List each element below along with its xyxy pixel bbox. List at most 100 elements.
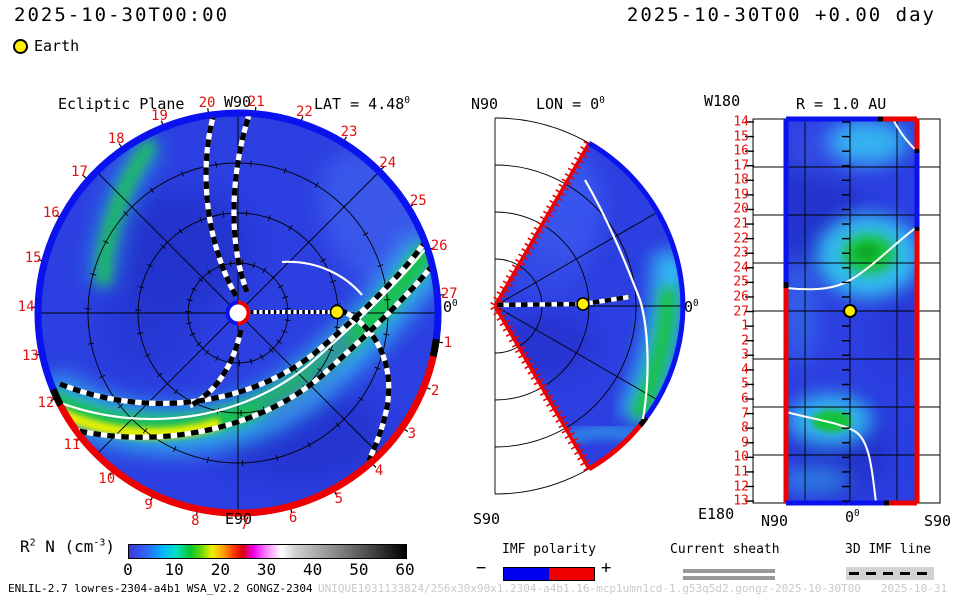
ecliptic-date-label: 11 bbox=[63, 436, 81, 453]
sun-marker bbox=[225, 300, 251, 326]
radial-zero-label: 00 bbox=[845, 508, 860, 526]
ecliptic-date-label: 21 bbox=[247, 93, 265, 110]
radial-density-features bbox=[786, 120, 917, 494]
radial-title: R = 1.0 AU bbox=[796, 95, 887, 113]
meridional-lon-label: LON = 00 bbox=[536, 95, 605, 113]
colorbar-tick-label: 0 bbox=[123, 560, 133, 579]
ecliptic-w90-label: W90 bbox=[224, 93, 252, 111]
colorbar-tick-label: 30 bbox=[256, 560, 277, 579]
ecliptic-date-label: 10 bbox=[98, 471, 116, 488]
radial-date-label: 7 bbox=[741, 406, 749, 422]
ecliptic-date-label: 5 bbox=[334, 491, 344, 508]
ecliptic-date-label: 9 bbox=[144, 497, 153, 514]
ecliptic-date-label: 16 bbox=[42, 204, 60, 221]
earth-legend-label: Earth bbox=[34, 37, 80, 55]
radial-date-label: 9 bbox=[741, 435, 749, 451]
meridional-s90-label: S90 bbox=[473, 510, 501, 528]
current-sheet-lines bbox=[47, 234, 435, 421]
imf-field-lines bbox=[59, 116, 435, 462]
radial-date-label: 8 bbox=[741, 420, 749, 436]
radial-date-label: 16 bbox=[733, 143, 749, 159]
current-sheath-swatch bbox=[683, 576, 775, 580]
ecliptic-date-label: 8 bbox=[191, 512, 200, 529]
meridional-panel-graphics bbox=[490, 117, 686, 495]
ecliptic-date-label: 2 bbox=[430, 383, 440, 400]
radial-date-label: 13 bbox=[733, 493, 749, 509]
earth-marker-meridional bbox=[576, 297, 590, 311]
ecliptic-rim-positive bbox=[53, 347, 439, 517]
inner-boundary-hatched bbox=[490, 140, 594, 472]
earth-marker-ecliptic bbox=[329, 304, 345, 320]
earth-marker-radial bbox=[843, 304, 857, 318]
radial-date-label: 24 bbox=[733, 260, 749, 276]
earth-legend-icon bbox=[13, 39, 28, 54]
imf-polarity-swatch bbox=[503, 567, 595, 581]
radial-date-label: 27 bbox=[733, 304, 749, 320]
radial-date-label: 20 bbox=[733, 201, 749, 217]
imf-line-swatch bbox=[846, 567, 934, 580]
ecliptic-date-label: 3 bbox=[407, 426, 417, 443]
ecliptic-date-label: 26 bbox=[430, 238, 448, 255]
radial-date-label: 11 bbox=[733, 464, 749, 480]
colorbar-tick-label: 60 bbox=[395, 560, 415, 579]
imf-minus-sign: − bbox=[476, 558, 487, 578]
ecliptic-zero-label: 00 bbox=[443, 298, 458, 316]
colorbar-gradient bbox=[128, 544, 407, 559]
ecliptic-date-label: 7 bbox=[240, 516, 249, 533]
colorbar-tick-label: 10 bbox=[164, 560, 184, 579]
radial-date-label: 12 bbox=[733, 479, 749, 494]
meridional-n90-label: N90 bbox=[471, 95, 499, 113]
radial-e180-label: E180 bbox=[698, 505, 735, 523]
imf-plus-sign: + bbox=[601, 558, 612, 578]
timestamp-left: 2025-10-30T00:00 bbox=[14, 4, 230, 26]
imf-polarity-label: IMF polarity bbox=[502, 542, 596, 557]
polarity-boundary-mark bbox=[638, 416, 649, 428]
ecliptic-title: Ecliptic Plane bbox=[58, 95, 185, 113]
colorbar-tick-label: 20 bbox=[210, 560, 230, 579]
meridional-outer-positive bbox=[587, 420, 645, 471]
ecliptic-date-label: 14 bbox=[17, 299, 35, 316]
radial-panel-graphics bbox=[745, 116, 941, 506]
ecliptic-date-label: 24 bbox=[379, 154, 397, 171]
ecliptic-date-label: 1 bbox=[443, 335, 453, 352]
radial-date-label: 1 bbox=[741, 318, 749, 334]
radial-date-label: 4 bbox=[741, 362, 749, 378]
ecliptic-date-label: 4 bbox=[374, 463, 384, 480]
ecliptic-rim-negative bbox=[34, 109, 442, 399]
radial-date-label: 23 bbox=[733, 245, 749, 261]
ecliptic-date-label: 20 bbox=[198, 95, 216, 112]
radial-date-label: 22 bbox=[733, 231, 749, 247]
radial-date-label: 2 bbox=[741, 333, 749, 349]
ecliptic-e90-label: E90 bbox=[225, 510, 253, 528]
ecliptic-date-label: 13 bbox=[21, 348, 39, 365]
ecliptic-date-label: 19 bbox=[151, 108, 168, 125]
ecliptic-date-label: 27 bbox=[440, 286, 458, 303]
ecliptic-date-label: 12 bbox=[37, 394, 55, 411]
radial-date-label: 17 bbox=[733, 158, 749, 174]
meridional-outer-negative bbox=[587, 141, 686, 424]
radial-date-ticks bbox=[745, 121, 850, 502]
timestamp-right: 2025-10-30T00 +0.00 day bbox=[626, 4, 936, 26]
ecliptic-date-label: 15 bbox=[24, 250, 42, 267]
watermark-text: UNIQUE1031133824/256x30x90x1.2304-a4b1.1… bbox=[318, 582, 948, 595]
meridional-zero-label: 00 bbox=[684, 298, 699, 316]
polarity-boundary-mark bbox=[429, 338, 440, 358]
radial-date-label: 25 bbox=[733, 274, 749, 290]
radial-date-label: 10 bbox=[733, 449, 749, 465]
ecliptic-lat-label: LAT = 4.480 bbox=[314, 95, 410, 113]
current-sheath-label: Current sheath bbox=[670, 542, 780, 557]
ecliptic-panel-graphics bbox=[31, 106, 445, 520]
polarity-boundary-mark bbox=[49, 388, 64, 407]
current-sheath-swatch bbox=[683, 569, 775, 573]
radial-n90-label: N90 bbox=[761, 512, 789, 530]
model-version-text: ENLIL-2.7 lowres-2304-a4b1 WSA_V2.2 GONG… bbox=[8, 582, 313, 595]
current-sheet-meridional bbox=[584, 179, 649, 420]
radial-date-label: 19 bbox=[733, 187, 749, 203]
ecliptic-date-label: 6 bbox=[288, 509, 298, 526]
imf-line-dash bbox=[849, 572, 931, 575]
radial-date-label: 18 bbox=[733, 172, 749, 188]
radial-date-label: 5 bbox=[741, 376, 749, 392]
ecliptic-date-label: 22 bbox=[296, 103, 313, 120]
